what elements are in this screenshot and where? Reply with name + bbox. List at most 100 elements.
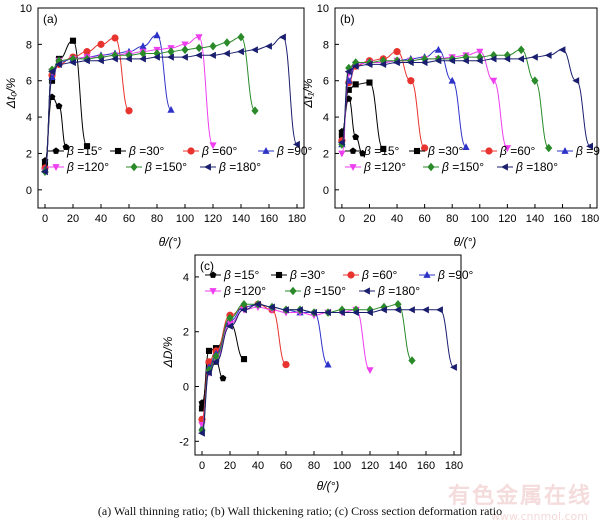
data-point — [352, 308, 359, 317]
panel-a: 0 20 40 60 80 100 120 140 160 180 0 2 4 6 8 10 (a) θ/(°) Δ… — [4, 3, 313, 249]
series-line — [201, 303, 413, 431]
data-point — [153, 53, 160, 61]
data-point — [69, 37, 77, 44]
x-tick-label: 180 — [288, 213, 306, 225]
y-tick-label: 2 — [26, 148, 32, 160]
series-line — [341, 51, 508, 154]
data-point — [153, 31, 161, 39]
x-tick-label: 120 — [498, 213, 516, 225]
y-tick-label: 4 — [26, 112, 32, 124]
data-point — [359, 149, 366, 157]
data-point — [503, 51, 511, 60]
x-tick-label: 80 — [446, 213, 458, 225]
y-tick-label: 8 — [26, 39, 32, 51]
x-tick-label: 140 — [389, 460, 407, 472]
x-axis-label: θ/(°) — [159, 235, 182, 249]
data-point — [393, 58, 400, 67]
data-point — [268, 303, 275, 311]
y-axis-label: Δt₀/% — [4, 77, 18, 109]
legend-marker — [275, 271, 283, 279]
y-tick-label: 4 — [183, 272, 189, 284]
legend-marker — [349, 147, 357, 154]
y-tick-label: 0 — [183, 382, 189, 394]
x-tick-label: 100 — [176, 213, 194, 225]
series-line — [201, 303, 455, 434]
legend-label: β =60° — [499, 144, 536, 158]
series-6 — [337, 46, 593, 150]
data-point — [489, 55, 497, 63]
data-point — [338, 150, 346, 158]
data-point — [296, 306, 303, 314]
data-point — [503, 55, 511, 63]
data-point — [240, 306, 247, 314]
x-tick-label: 100 — [333, 460, 351, 472]
data-point — [517, 45, 525, 55]
y-tick-label: -2 — [179, 436, 189, 448]
data-point — [366, 79, 373, 86]
data-point — [237, 32, 245, 42]
legend-label: β =60° — [361, 268, 398, 282]
data-point — [408, 306, 415, 314]
data-point — [198, 429, 205, 437]
legend-label: β =120° — [223, 284, 266, 298]
data-point — [97, 57, 104, 65]
panel-label: (c) — [200, 259, 214, 273]
legend-label: β =150° — [144, 160, 187, 174]
x-tick-label: 100 — [471, 213, 489, 225]
data-point — [572, 77, 580, 85]
data-point — [434, 45, 442, 53]
x-tick-label: 40 — [252, 460, 264, 472]
data-point — [167, 105, 175, 113]
x-tick-label: 0 — [42, 213, 48, 225]
data-point — [209, 51, 216, 59]
legend-marker — [52, 164, 60, 171]
x-tick-label: 20 — [363, 213, 375, 225]
y-tick-label: 4 — [323, 112, 329, 124]
legend-label: β =60° — [201, 144, 238, 158]
legend-marker — [262, 147, 270, 154]
watermark-url: www.cnnmol.com — [491, 510, 588, 523]
data-point — [475, 57, 483, 65]
panel-c: 0 20 40 60 80 100 120 140 160 180 -2 0 2 4 (c) θ/(°) ΔD/… — [161, 254, 474, 493]
legend-marker — [423, 271, 431, 278]
x-tick-label: 160 — [417, 460, 435, 472]
data-point — [394, 306, 401, 314]
data-point — [279, 33, 286, 41]
x-tick-label: 40 — [391, 213, 403, 225]
series-5 — [338, 45, 553, 153]
data-point — [55, 60, 62, 68]
plot-frame — [37, 7, 305, 209]
data-point — [226, 320, 234, 328]
data-point — [344, 68, 352, 76]
legend-label: β =150° — [303, 284, 346, 298]
data-point — [352, 133, 360, 140]
data-point — [240, 356, 248, 363]
series-line — [201, 303, 329, 429]
legend-marker — [130, 162, 138, 172]
data-point — [293, 140, 300, 148]
panel-label: (a) — [43, 12, 58, 26]
y-tick-label: 6 — [323, 76, 329, 88]
data-point — [476, 48, 484, 56]
data-point — [434, 57, 442, 65]
data-point — [448, 57, 456, 65]
data-point — [198, 405, 206, 412]
data-point — [380, 145, 387, 152]
data-point — [48, 77, 56, 84]
data-point — [223, 49, 230, 58]
y-tick-label: 10 — [20, 3, 32, 15]
data-point — [324, 308, 331, 317]
data-point — [338, 132, 345, 139]
legend-label: β =180° — [218, 160, 261, 174]
data-point — [69, 54, 77, 64]
data-point — [365, 60, 373, 68]
data-point — [393, 48, 401, 56]
data-point — [406, 58, 414, 67]
legend-marker — [204, 163, 211, 171]
x-tick-label: 180 — [445, 460, 463, 472]
data-point — [503, 145, 511, 152]
data-point — [181, 41, 189, 49]
x-tick-label: 40 — [95, 213, 107, 225]
x-tick-label: 120 — [204, 213, 222, 225]
